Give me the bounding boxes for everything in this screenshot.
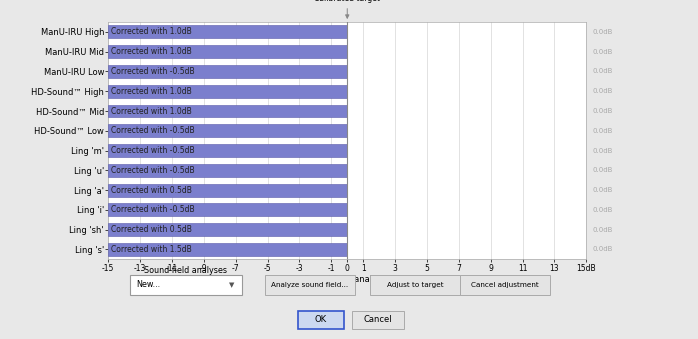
- Text: Corrected with 1.0dB: Corrected with 1.0dB: [112, 87, 192, 96]
- Bar: [108, 184, 348, 197]
- Text: Sound field analyses: Sound field analyses: [144, 266, 228, 275]
- Text: 0.0dB: 0.0dB: [593, 167, 613, 173]
- Text: 0.0dB: 0.0dB: [593, 128, 613, 134]
- Text: Corrected with -0.5dB: Corrected with -0.5dB: [112, 205, 195, 214]
- Text: Adjust to target: Adjust to target: [387, 282, 443, 288]
- Text: 0.0dB: 0.0dB: [593, 187, 613, 193]
- Text: 0.0dB: 0.0dB: [593, 207, 613, 213]
- Text: 0.0dB: 0.0dB: [593, 246, 613, 253]
- Text: Corrected with 1.5dB: Corrected with 1.5dB: [112, 245, 192, 254]
- Text: 0.0dB: 0.0dB: [593, 88, 613, 94]
- Text: 0.0dB: 0.0dB: [593, 68, 613, 75]
- X-axis label: Sound field analyses: Sound field analyses: [304, 275, 391, 284]
- Text: Corrected with 1.0dB: Corrected with 1.0dB: [112, 27, 192, 36]
- Text: 0.0dB: 0.0dB: [593, 147, 613, 154]
- Bar: [108, 243, 348, 256]
- Text: Corrected with 0.5dB: Corrected with 0.5dB: [112, 225, 192, 234]
- Text: ▼: ▼: [230, 282, 235, 288]
- FancyBboxPatch shape: [352, 311, 404, 329]
- Text: Analyze sound field...: Analyze sound field...: [272, 282, 348, 288]
- Bar: [108, 25, 348, 38]
- FancyBboxPatch shape: [370, 275, 460, 295]
- Text: Corrected with 1.0dB: Corrected with 1.0dB: [112, 106, 192, 116]
- FancyBboxPatch shape: [265, 275, 355, 295]
- Text: 0.0dB: 0.0dB: [593, 29, 613, 35]
- Bar: [108, 124, 348, 137]
- Text: Cancel: Cancel: [364, 315, 392, 324]
- Text: Calibrated target: Calibrated target: [314, 0, 380, 18]
- Text: Cancel adjustment: Cancel adjustment: [471, 282, 539, 288]
- Bar: [108, 105, 348, 117]
- Text: Corrected with 0.5dB: Corrected with 0.5dB: [112, 186, 192, 195]
- Text: Corrected with -0.5dB: Corrected with -0.5dB: [112, 146, 195, 155]
- Bar: [108, 144, 348, 157]
- Text: Corrected with -0.5dB: Corrected with -0.5dB: [112, 67, 195, 76]
- FancyBboxPatch shape: [460, 275, 550, 295]
- FancyBboxPatch shape: [130, 275, 242, 295]
- Text: Corrected with -0.5dB: Corrected with -0.5dB: [112, 126, 195, 135]
- Bar: [108, 85, 348, 98]
- Bar: [108, 223, 348, 236]
- Bar: [108, 45, 348, 58]
- Bar: [108, 65, 348, 78]
- Bar: [108, 203, 348, 216]
- Text: New...: New...: [136, 280, 160, 289]
- Text: 0.0dB: 0.0dB: [593, 108, 613, 114]
- Text: OK: OK: [315, 315, 327, 324]
- Bar: [108, 164, 348, 177]
- Text: Corrected with 1.0dB: Corrected with 1.0dB: [112, 47, 192, 56]
- Text: Corrected with -0.5dB: Corrected with -0.5dB: [112, 166, 195, 175]
- Text: 0.0dB: 0.0dB: [593, 49, 613, 55]
- Text: 0.0dB: 0.0dB: [593, 227, 613, 233]
- FancyBboxPatch shape: [298, 311, 344, 329]
